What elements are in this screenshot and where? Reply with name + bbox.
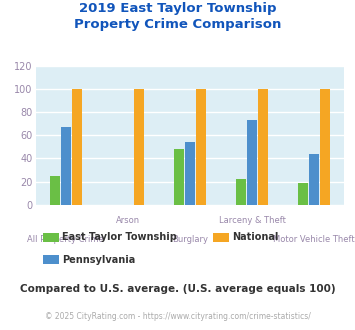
Bar	[309, 154, 319, 205]
Bar	[174, 149, 184, 205]
Bar	[196, 89, 206, 205]
Text: All Property Crime: All Property Crime	[27, 235, 104, 244]
Bar	[236, 179, 246, 205]
Text: Arson: Arson	[116, 216, 140, 225]
Text: Compared to U.S. average. (U.S. average equals 100): Compared to U.S. average. (U.S. average …	[20, 284, 335, 294]
Bar	[61, 127, 71, 205]
Bar	[298, 183, 308, 205]
Text: Motor Vehicle Theft: Motor Vehicle Theft	[273, 235, 355, 244]
Bar	[72, 89, 82, 205]
Bar	[134, 89, 144, 205]
Bar	[258, 89, 268, 205]
Bar	[185, 142, 195, 205]
Bar	[247, 120, 257, 205]
Text: © 2025 CityRating.com - https://www.cityrating.com/crime-statistics/: © 2025 CityRating.com - https://www.city…	[45, 312, 310, 321]
Text: Burglary: Burglary	[172, 235, 208, 244]
Bar	[50, 176, 60, 205]
Bar	[320, 89, 330, 205]
Text: Larceny & Theft: Larceny & Theft	[219, 216, 285, 225]
Text: Pennsylvania: Pennsylvania	[62, 255, 135, 265]
Text: East Taylor Township: East Taylor Township	[62, 232, 177, 242]
Text: 2019 East Taylor Township
Property Crime Comparison: 2019 East Taylor Township Property Crime…	[74, 2, 281, 31]
Text: National: National	[233, 232, 279, 242]
